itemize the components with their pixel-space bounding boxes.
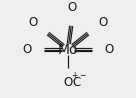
Text: O: O: [63, 76, 73, 89]
Text: O: O: [67, 1, 76, 15]
Text: −: −: [80, 71, 86, 80]
Text: +: +: [71, 71, 78, 80]
Text: O: O: [98, 16, 107, 29]
Text: Mo: Mo: [58, 43, 78, 57]
Text: O: O: [29, 16, 38, 29]
Text: O: O: [23, 43, 32, 56]
Text: C: C: [73, 76, 81, 89]
Text: O: O: [104, 43, 113, 56]
